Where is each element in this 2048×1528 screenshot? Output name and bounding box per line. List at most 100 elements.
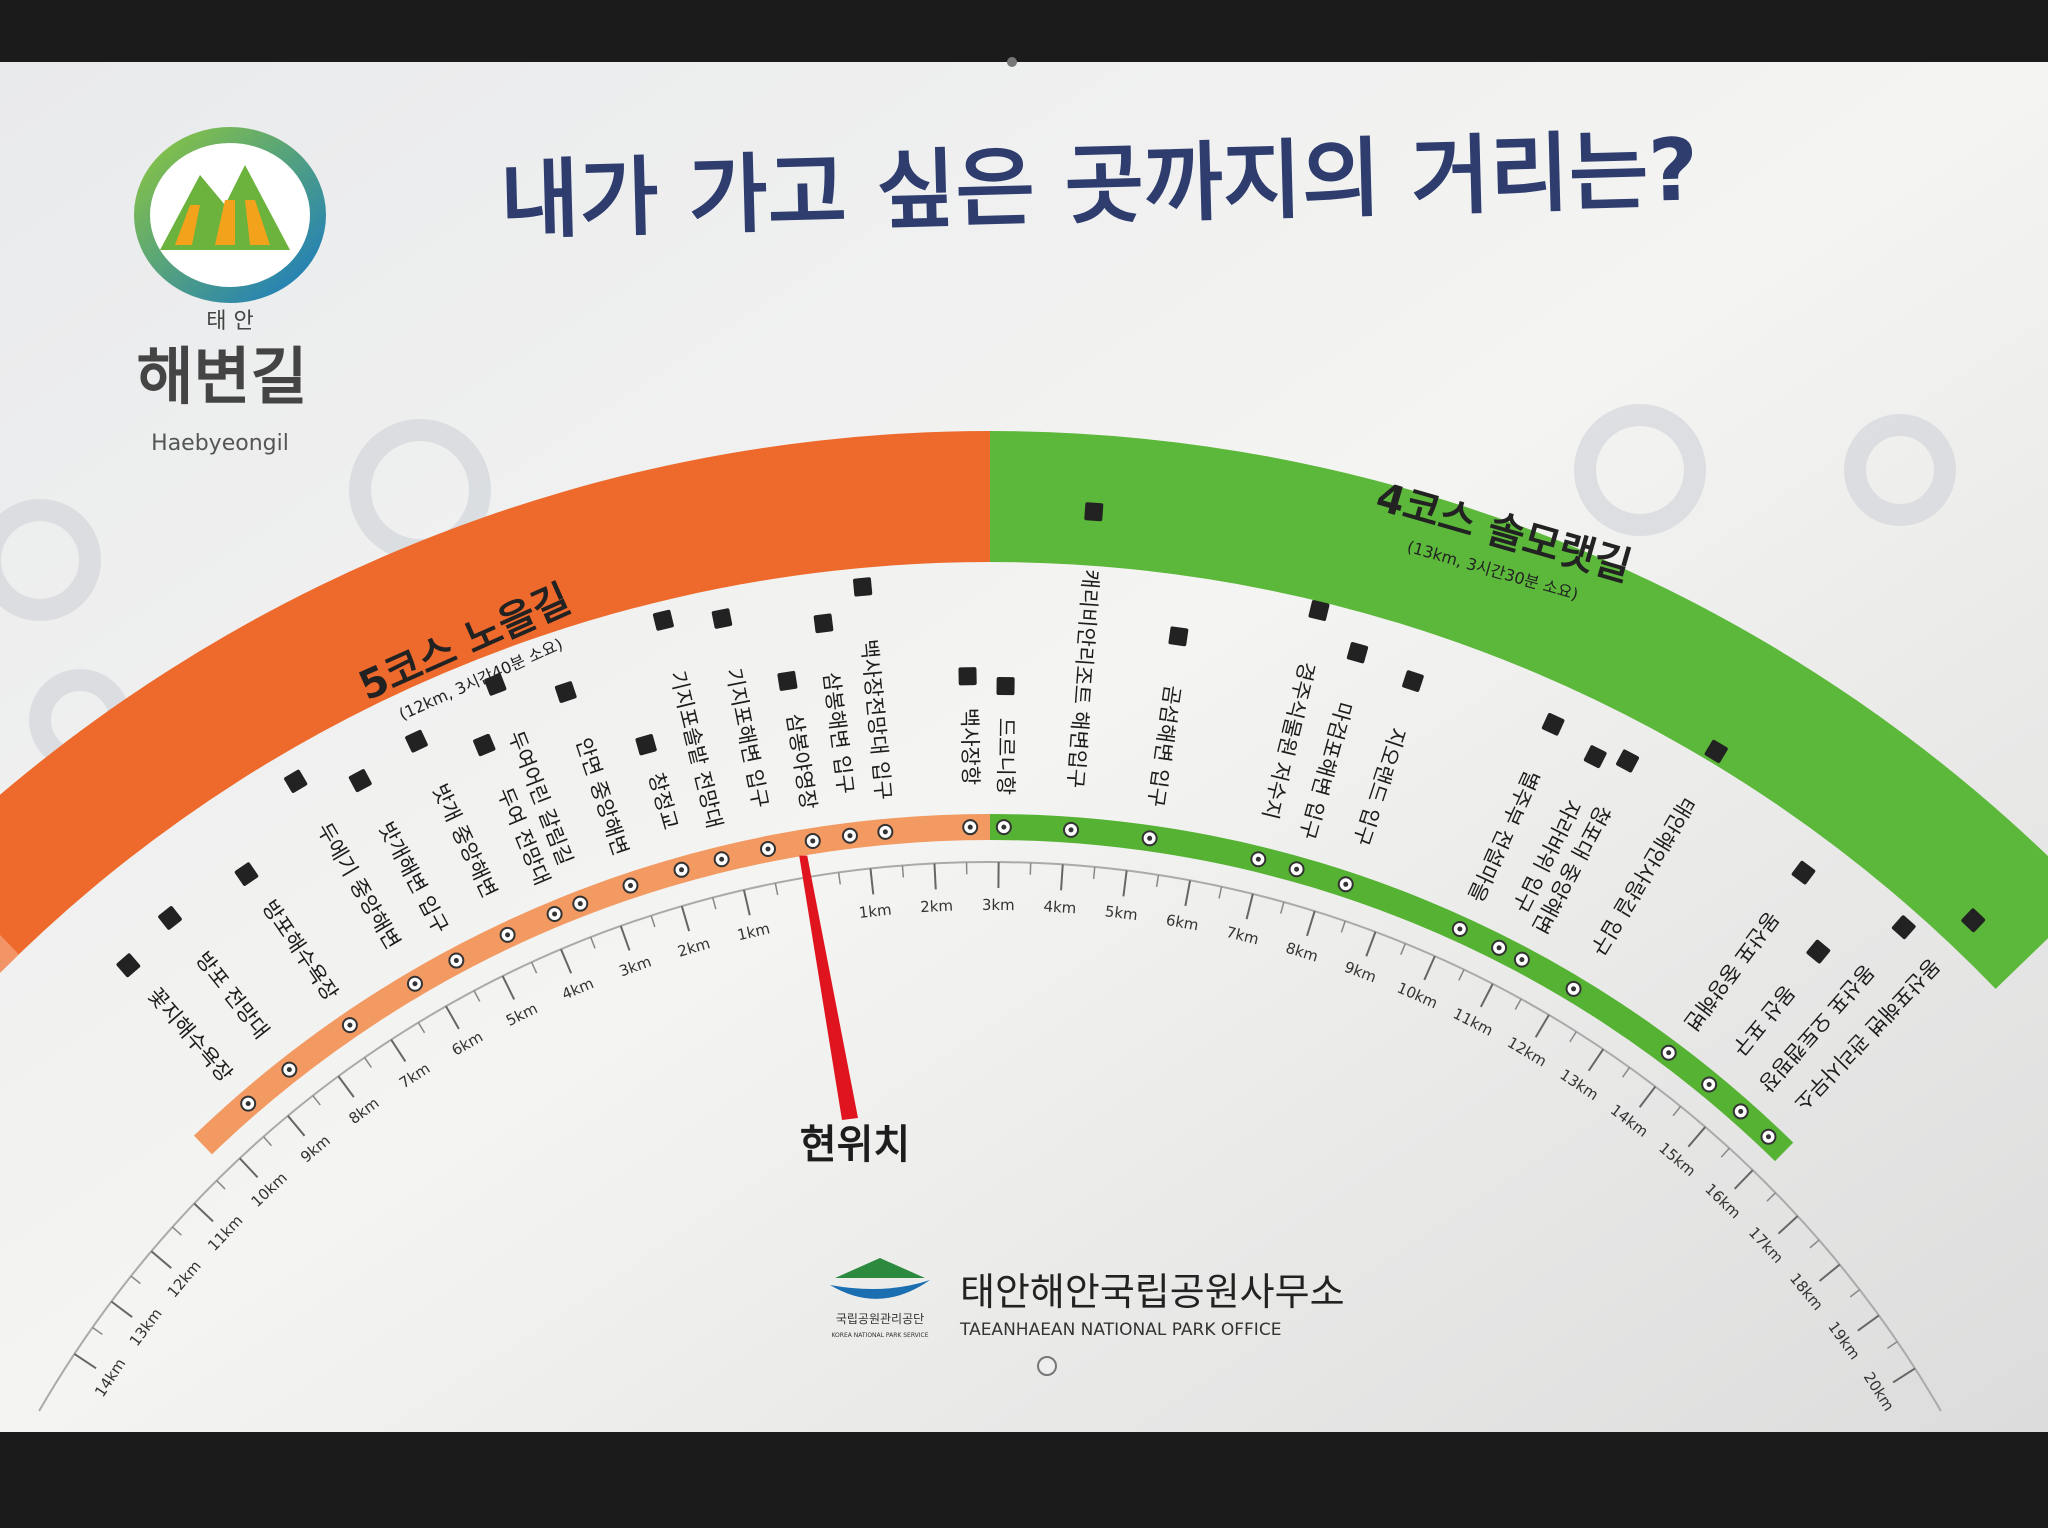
km-minor-tick bbox=[1672, 1105, 1682, 1117]
stop-dot-center bbox=[1457, 926, 1463, 932]
stop-dot-center bbox=[552, 911, 558, 917]
km-tick bbox=[619, 925, 631, 951]
km-tick bbox=[1638, 1085, 1657, 1108]
km-tick bbox=[1534, 1014, 1550, 1038]
km-label: 3km bbox=[982, 896, 1015, 914]
course-band bbox=[0, 431, 990, 974]
location-pointer bbox=[799, 855, 858, 1120]
km-tick bbox=[287, 1115, 306, 1137]
km-tick bbox=[1423, 955, 1436, 981]
facility-icon bbox=[1704, 739, 1728, 763]
km-minor-tick bbox=[590, 936, 596, 949]
km-minor-tick bbox=[1092, 866, 1096, 880]
facility-icon bbox=[1168, 626, 1189, 647]
km-minor-tick bbox=[473, 990, 481, 1002]
current-location: 현위치 bbox=[800, 1122, 910, 1168]
stop-dot-center bbox=[1519, 957, 1525, 963]
stop-dot-center bbox=[577, 901, 583, 907]
facility-icon bbox=[234, 862, 259, 886]
km-tick bbox=[560, 948, 573, 974]
km-tick bbox=[1892, 1367, 1916, 1384]
km-minor-tick bbox=[417, 1022, 426, 1034]
stop-dot-center bbox=[1496, 945, 1502, 951]
km-minor-tick bbox=[837, 872, 842, 885]
km-minor-tick bbox=[171, 1226, 182, 1236]
km-tick bbox=[1687, 1126, 1707, 1148]
km-minor-tick bbox=[1218, 886, 1223, 899]
facility-icon bbox=[1616, 749, 1640, 773]
km-minor-tick bbox=[1458, 969, 1465, 981]
facility-icon bbox=[958, 667, 977, 686]
facility-icon bbox=[1402, 670, 1424, 692]
km-label: 5km bbox=[1104, 902, 1139, 924]
facility-icon bbox=[484, 673, 507, 696]
km-tick bbox=[150, 1250, 172, 1269]
facility-icon bbox=[711, 608, 733, 629]
stop-label: 드르니항 bbox=[993, 718, 1018, 796]
km-tick bbox=[1777, 1215, 1799, 1235]
agency-en: KOREA NATIONAL PARK SERVICE bbox=[831, 1332, 928, 1339]
km-minor-tick bbox=[650, 915, 656, 928]
stop-dot-center bbox=[347, 1022, 353, 1028]
km-tick bbox=[1306, 910, 1316, 937]
facility-icon bbox=[1583, 745, 1607, 769]
facility-icon bbox=[652, 609, 674, 631]
km-tick bbox=[73, 1353, 97, 1370]
facility-icon bbox=[1346, 642, 1369, 664]
stop-dot-center bbox=[765, 846, 771, 852]
km-minor-tick bbox=[1849, 1289, 1861, 1298]
facility-icon bbox=[158, 906, 182, 930]
agency: 국립공원관리공단 bbox=[836, 1312, 924, 1326]
scale-arc bbox=[38, 860, 1942, 1412]
facility-icon bbox=[405, 729, 428, 753]
facility-icon bbox=[1791, 860, 1816, 885]
stop-dot-center bbox=[1147, 835, 1153, 841]
km-minor-tick bbox=[530, 961, 538, 974]
km-tick bbox=[1587, 1048, 1605, 1072]
km-tick bbox=[1184, 880, 1192, 907]
km-minor-tick bbox=[774, 883, 779, 896]
stop-dot-center bbox=[1001, 824, 1007, 830]
course-band bbox=[990, 431, 2048, 989]
facility-icon bbox=[853, 577, 873, 597]
logo: 태 안 해변길 Haebyeongil bbox=[134, 127, 326, 456]
facility-icon bbox=[284, 769, 308, 793]
km-minor-tick bbox=[262, 1136, 273, 1147]
km-tick bbox=[1365, 931, 1377, 957]
office-en: TAEANHAEAN NATIONAL PARK OFFICE bbox=[959, 1320, 1281, 1340]
facility-icon bbox=[1806, 939, 1831, 964]
km-minor-tick bbox=[1279, 901, 1285, 914]
km-tick bbox=[337, 1075, 355, 1098]
stop-dot-center bbox=[245, 1101, 251, 1107]
km-minor-tick bbox=[216, 1180, 226, 1190]
km-minor-tick bbox=[1766, 1192, 1777, 1202]
facility-icon bbox=[635, 734, 657, 756]
facility-icon bbox=[996, 677, 1015, 696]
km-tick bbox=[742, 889, 751, 916]
stop-dot-center bbox=[1666, 1050, 1672, 1056]
km-label: 1km bbox=[858, 901, 893, 922]
km-minor-tick bbox=[1400, 943, 1407, 955]
km-minor-tick bbox=[901, 865, 905, 878]
facility-icon bbox=[348, 769, 372, 793]
logo-romanized: Haebyeongil bbox=[151, 431, 289, 456]
stop-dot-center bbox=[1294, 866, 1300, 872]
stop-dot-center bbox=[1765, 1134, 1771, 1140]
stop-dot-center bbox=[412, 981, 418, 987]
km-label: 2km bbox=[920, 897, 954, 917]
logo-region: 태 안 bbox=[206, 309, 253, 334]
km-tick bbox=[1479, 983, 1494, 1008]
km-tick bbox=[869, 868, 875, 895]
km-tick bbox=[1733, 1169, 1754, 1190]
facility-icon bbox=[473, 733, 496, 757]
facility-icon bbox=[1961, 908, 1986, 933]
band-fade bbox=[0, 934, 19, 973]
km-tick bbox=[110, 1300, 133, 1318]
km-tick bbox=[1122, 870, 1128, 897]
km-minor-tick bbox=[1621, 1067, 1631, 1078]
km-minor-tick bbox=[1809, 1239, 1820, 1249]
stop-dot-center bbox=[505, 932, 511, 938]
stop-dot-center bbox=[719, 856, 725, 862]
stop-dot-center bbox=[1706, 1081, 1712, 1087]
km-tick bbox=[1060, 864, 1064, 891]
